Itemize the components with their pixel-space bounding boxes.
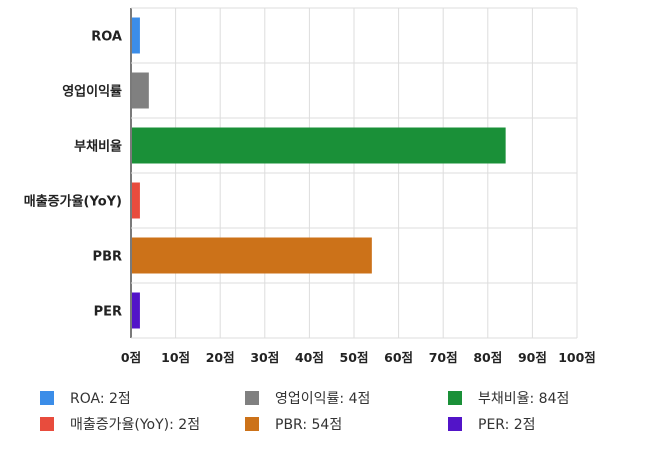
category-label: PBR	[93, 250, 122, 265]
legend-item[interactable]: 영업이익률: 4점	[245, 388, 370, 408]
legend-label: ROA: 2점	[70, 391, 131, 407]
legend-swatch	[245, 417, 259, 431]
tick-label: 90점	[518, 350, 547, 365]
legend-item[interactable]: 매출증가율(YoY): 2점	[40, 414, 200, 434]
legend-label: PBR: 54점	[275, 417, 343, 433]
tick-label: 60점	[384, 350, 413, 365]
legend-swatch	[245, 391, 259, 405]
tick-label: 0점	[121, 350, 141, 365]
category-label: 영업이익률	[62, 84, 122, 100]
legend-item[interactable]: 부채비율: 84점	[448, 388, 569, 408]
bar[interactable]	[132, 182, 140, 219]
bar[interactable]	[132, 237, 372, 274]
legend-label: PER: 2점	[478, 417, 536, 433]
bar[interactable]	[132, 127, 506, 164]
tick-label: 40점	[295, 350, 324, 365]
tick-label: 70점	[429, 350, 458, 365]
bar[interactable]	[132, 292, 140, 329]
grid-lines	[130, 7, 578, 339]
tick-label: 100점	[558, 350, 596, 365]
category-label: PER	[94, 305, 122, 320]
legend-item[interactable]: PBR: 54점	[245, 414, 342, 434]
tick-label: 80점	[473, 350, 502, 365]
legend-swatch	[448, 417, 462, 431]
category-label: 부채비율	[74, 139, 122, 155]
tick-label: 20점	[206, 350, 235, 365]
x-axis-tick-labels: 0점 10점 20점 30점 40점 50점 60점 70점 80점 90점 100점	[121, 350, 596, 365]
bars	[132, 17, 506, 329]
legend-swatch	[40, 391, 54, 405]
tick-label: 30점	[250, 350, 279, 365]
legend-swatch	[448, 391, 462, 405]
legend-label: 부채비율: 84점	[478, 391, 570, 407]
tick-label: 10점	[161, 350, 190, 365]
tick-label: 50점	[340, 350, 369, 365]
category-label: ROA	[91, 30, 122, 45]
bar[interactable]	[132, 72, 149, 109]
legend-item[interactable]: ROA: 2점	[40, 388, 131, 408]
category-label: 매출증가율(YoY)	[24, 194, 122, 210]
legend-label: 영업이익률: 4점	[275, 391, 371, 407]
legend-label: 매출증가율(YoY): 2점	[70, 417, 201, 433]
legend-swatch	[40, 417, 54, 431]
legend-item[interactable]: PER: 2점	[448, 414, 536, 434]
bar[interactable]	[132, 17, 140, 54]
